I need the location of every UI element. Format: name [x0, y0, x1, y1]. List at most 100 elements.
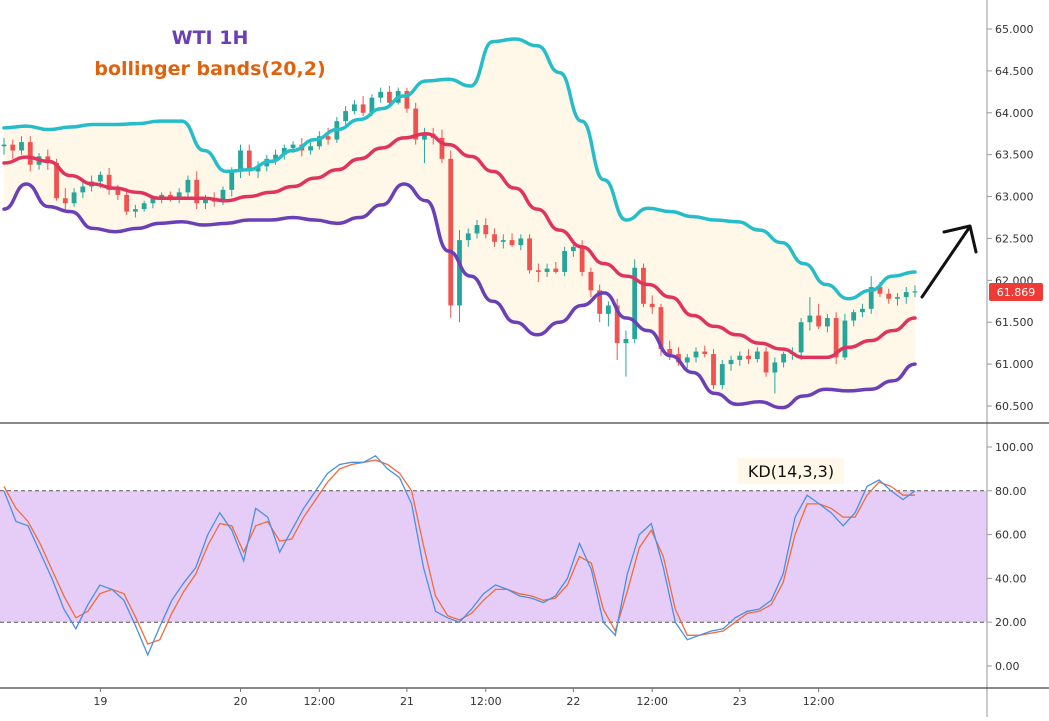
candle [684, 354, 690, 369]
candle [553, 261, 559, 274]
candle [570, 242, 576, 257]
candle [842, 313, 848, 360]
candle [194, 171, 200, 210]
candle-body [711, 354, 716, 386]
candle-body [500, 240, 506, 242]
candle-body [588, 271, 594, 291]
candle-body [71, 192, 77, 204]
candle [19, 136, 24, 155]
kd-tick-label: 40.00 [995, 572, 1027, 585]
candle [886, 288, 892, 304]
candle-body [115, 189, 121, 195]
candle [27, 136, 33, 172]
kd-neutral-zone [0, 490, 987, 623]
candle-body [132, 209, 138, 212]
candle-body [273, 154, 278, 159]
price-tick-label: 63.000 [995, 191, 1034, 204]
candle-body [378, 91, 384, 98]
candle [702, 345, 708, 358]
up-arrow-icon [920, 224, 978, 299]
candle-body [404, 90, 410, 109]
candle-body [203, 199, 208, 204]
candle [62, 188, 68, 210]
candle [649, 295, 655, 314]
price-tick-label: 63.500 [995, 149, 1034, 162]
candle-body [194, 179, 200, 204]
x-tick-label: 12:00 [470, 695, 502, 708]
candle-body [781, 354, 787, 363]
candle-body [246, 150, 252, 172]
candle-body [457, 240, 462, 306]
candle [527, 234, 532, 274]
candle [903, 287, 909, 304]
candle [351, 100, 357, 115]
x-tick-label: 12:00 [303, 695, 335, 708]
candle-body [903, 292, 909, 298]
candle-body [290, 144, 296, 148]
middle-band-line [2, 131, 917, 360]
candle [518, 234, 524, 251]
candle-body [448, 158, 454, 306]
x-tick-label: 22 [566, 695, 580, 708]
candle-body [728, 359, 734, 365]
candle [80, 179, 86, 199]
candle-body [606, 305, 611, 314]
candle-body [649, 303, 655, 308]
candle [623, 330, 629, 377]
candle-body [97, 174, 103, 182]
candle-body [912, 291, 918, 293]
candle-body [483, 225, 489, 235]
candle [772, 357, 778, 394]
candle [912, 285, 918, 298]
candle [746, 349, 751, 365]
candle-body [667, 349, 673, 355]
candle [851, 309, 857, 327]
candle [71, 188, 77, 207]
candle [465, 228, 471, 247]
candle [719, 359, 725, 390]
candle [763, 347, 769, 377]
candle-body [176, 192, 182, 199]
price-tick-label: 60.500 [995, 400, 1034, 413]
candle-body [798, 322, 804, 353]
candle-body [658, 307, 664, 350]
candle-body [413, 108, 419, 140]
candle-body [623, 338, 629, 344]
candle-body [579, 246, 585, 272]
price-tick-label: 64.000 [995, 107, 1034, 120]
indicator-title: bollinger bands(20,2) [94, 58, 325, 80]
candle-body [54, 163, 59, 199]
candle-body [570, 246, 576, 252]
candle [273, 149, 278, 165]
candle-body [150, 198, 156, 204]
candle-body [255, 166, 261, 172]
candle-body [754, 351, 760, 360]
last-price-value: 61.869 [997, 286, 1036, 299]
candle-body [325, 136, 331, 140]
lower-band-line [2, 182, 917, 410]
candle-body [641, 267, 646, 304]
price-tick-label: 64.500 [995, 65, 1034, 78]
price-pane [1, 37, 918, 410]
kd-tick-label: 20.00 [995, 616, 1027, 629]
price-tick-label: 62.500 [995, 232, 1034, 245]
candle [308, 141, 313, 155]
candle-body [141, 203, 147, 210]
candle [10, 139, 16, 159]
candle [132, 204, 138, 218]
candle [588, 267, 594, 298]
candle [728, 355, 734, 371]
candle-body [518, 238, 524, 246]
candle-body [10, 144, 16, 151]
candle [325, 127, 331, 145]
candle [781, 351, 787, 368]
candle-body [877, 287, 883, 294]
candle-body [693, 351, 699, 358]
candle-body [535, 270, 541, 272]
candle-body [1, 144, 7, 147]
candle [404, 87, 410, 113]
candle [492, 228, 497, 247]
